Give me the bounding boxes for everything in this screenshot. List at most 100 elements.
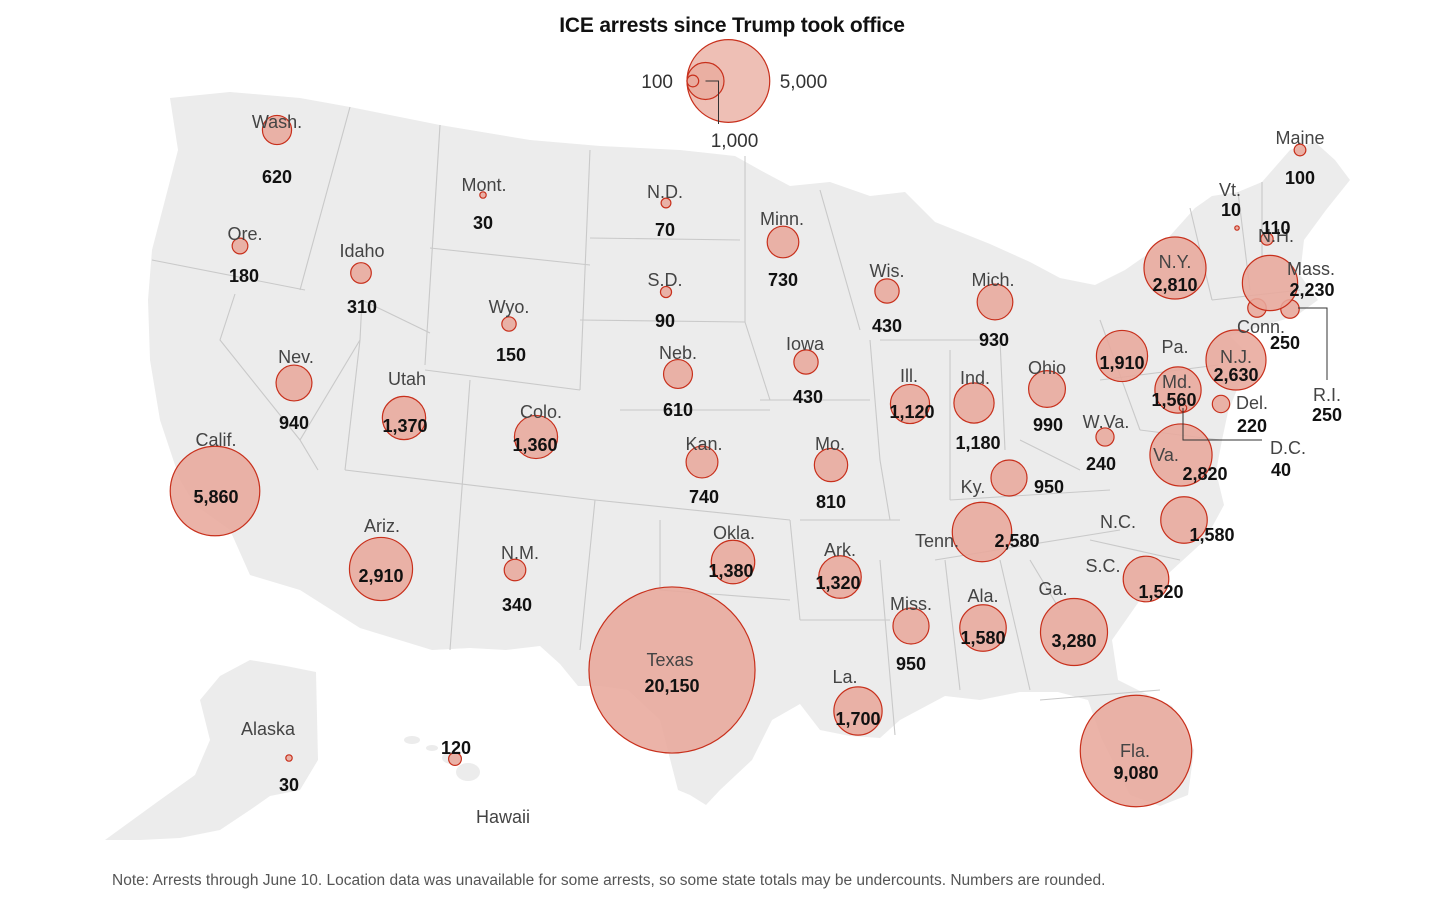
bubble-iowa bbox=[793, 349, 819, 375]
state-label-alaska: Alaska bbox=[241, 719, 296, 739]
bubble-kan bbox=[685, 445, 719, 479]
hawaii-island bbox=[456, 763, 480, 781]
bubble-ariz bbox=[348, 536, 414, 602]
bubble-utah bbox=[381, 395, 427, 441]
state-value-n-y: 2,810 bbox=[1152, 275, 1197, 295]
state-value-r-i: 250 bbox=[1312, 405, 1342, 425]
state-border bbox=[819, 189, 861, 331]
state-value-ala: 1,580 bbox=[960, 628, 1005, 648]
state-value-maine: 100 bbox=[1285, 168, 1315, 188]
state-value-wash: 620 bbox=[262, 167, 292, 187]
state-label-pa: Pa. bbox=[1161, 337, 1188, 357]
state-label-s-c: S.C. bbox=[1085, 556, 1120, 576]
bubble-mass bbox=[1241, 254, 1299, 312]
state-label-n-j: N.J. bbox=[1220, 347, 1252, 367]
state-value-hawaii: 120 bbox=[441, 738, 471, 758]
state-value-ohio: 990 bbox=[1033, 415, 1063, 435]
leader-ri bbox=[1298, 307, 1328, 380]
state-value-mont: 30 bbox=[473, 213, 493, 233]
legend-label-100: 100 bbox=[641, 72, 673, 93]
bubble-mo bbox=[813, 447, 849, 483]
state-label-ohio: Ohio bbox=[1028, 358, 1066, 378]
state-value-del: 220 bbox=[1237, 416, 1267, 436]
state-label-iowa: Iowa bbox=[786, 334, 825, 354]
state-border bbox=[344, 339, 361, 471]
state-value-n-c: 1,580 bbox=[1189, 525, 1234, 545]
state-label-n-h: N.H. bbox=[1258, 226, 1294, 246]
state-value-ore: 180 bbox=[229, 266, 259, 286]
state-label-n-y: N.Y. bbox=[1159, 252, 1192, 272]
state-border bbox=[219, 293, 319, 471]
state-border bbox=[579, 319, 746, 323]
state-border bbox=[594, 499, 791, 521]
state-label-mont: Mont. bbox=[461, 175, 506, 195]
state-value-mich: 930 bbox=[979, 330, 1009, 350]
state-border bbox=[1089, 539, 1181, 561]
state-border bbox=[1019, 439, 1081, 471]
state-value-d-c: 40 bbox=[1271, 460, 1291, 480]
state-label-ky: Ky. bbox=[961, 477, 986, 497]
state-label-okla: Okla. bbox=[713, 523, 755, 543]
state-value-neb: 610 bbox=[663, 400, 693, 420]
state-border bbox=[424, 369, 581, 391]
state-value-vt: 10 bbox=[1221, 200, 1241, 220]
bubble-fla bbox=[1079, 694, 1193, 808]
bubble-n-c bbox=[1160, 496, 1208, 544]
state-value-ind: 1,180 bbox=[955, 433, 1000, 453]
state-label-del: Del. bbox=[1236, 393, 1268, 413]
map-title: ICE arrests since Trump took office bbox=[559, 14, 905, 37]
bubble-tenn bbox=[951, 501, 1013, 563]
hawaii-island bbox=[404, 736, 420, 744]
hawaii-island bbox=[426, 745, 438, 751]
state-label-vt: Vt. bbox=[1219, 180, 1241, 200]
state-label-ark: Ark. bbox=[824, 540, 856, 560]
bubble-n-h bbox=[1260, 232, 1274, 246]
bubble-miss bbox=[892, 607, 930, 645]
state-label-kan: Kan. bbox=[685, 434, 722, 454]
state-border bbox=[879, 559, 896, 736]
state-border bbox=[1029, 559, 1061, 611]
state-value-s-c: 1,520 bbox=[1138, 582, 1183, 602]
state-label-va: Va. bbox=[1153, 445, 1179, 465]
state-value-colo: 1,360 bbox=[512, 435, 557, 455]
state-border bbox=[744, 321, 771, 401]
state-label-wyo: Wyo. bbox=[489, 297, 530, 317]
state-value-n-h: 110 bbox=[1261, 218, 1290, 238]
bubble-wash bbox=[261, 114, 293, 146]
state-label-idaho: Idaho bbox=[339, 241, 384, 261]
bubble-mich bbox=[976, 283, 1014, 321]
state-value-md: 1,560 bbox=[1151, 390, 1196, 410]
bubble-ga bbox=[1039, 597, 1109, 667]
bubble-minn bbox=[766, 225, 800, 259]
state-value-minn: 730 bbox=[768, 270, 798, 290]
bubble-colo bbox=[513, 414, 559, 460]
state-value-n-m: 340 bbox=[502, 595, 532, 615]
state-label-mass: Mass. bbox=[1287, 259, 1335, 279]
bubble-s-d bbox=[659, 285, 673, 299]
state-border bbox=[869, 339, 891, 521]
state-value-w-va: 240 bbox=[1086, 454, 1116, 474]
state-border bbox=[344, 469, 596, 501]
state-label-ariz: Ariz. bbox=[364, 516, 400, 536]
state-label-ala: Ala. bbox=[967, 586, 998, 606]
state-border bbox=[424, 124, 441, 366]
bubble-layer bbox=[169, 114, 1307, 808]
state-value-pa: 1,910 bbox=[1099, 353, 1144, 373]
label-layer: Wash. 620 Ore. 180 Calif. 5,860 Nev. 940 Idaho 31… bbox=[193, 112, 1342, 827]
state-label-ind: Ind. bbox=[960, 368, 990, 388]
state-label-fla: Fla. bbox=[1120, 741, 1150, 761]
legend-label-5000: 5,000 bbox=[780, 72, 828, 93]
state-label-mo: Mo. bbox=[815, 434, 845, 454]
state-borders bbox=[151, 106, 1301, 736]
state-value-texas: 20,150 bbox=[644, 676, 699, 696]
bubble-ark bbox=[818, 555, 862, 599]
state-border bbox=[949, 489, 1111, 501]
bubble-ala bbox=[959, 604, 1007, 652]
state-value-la: 1,700 bbox=[835, 709, 880, 729]
state-label-maine: Maine bbox=[1275, 128, 1324, 148]
state-border bbox=[299, 106, 351, 291]
state-label-conn: Conn. bbox=[1237, 317, 1285, 337]
state-border bbox=[449, 379, 471, 651]
state-value-ark: 1,320 bbox=[815, 573, 860, 593]
state-label-calif: Calif. bbox=[195, 430, 236, 450]
